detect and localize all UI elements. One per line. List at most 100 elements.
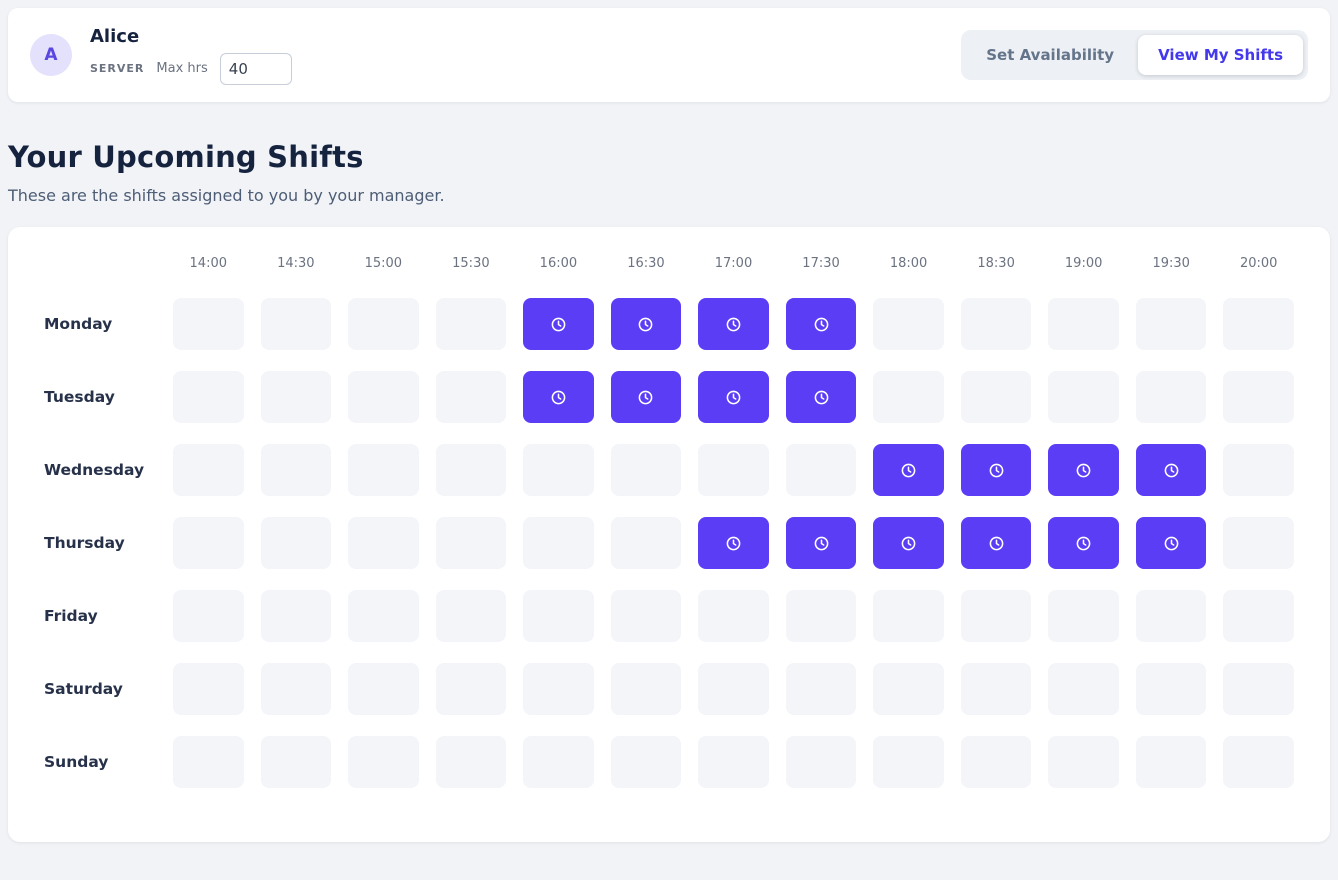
empty-cell (698, 590, 769, 642)
shift-cell (785, 298, 857, 350)
empty-cell (1223, 517, 1294, 569)
employee-name: Alice (90, 25, 140, 47)
empty-cell (1048, 298, 1119, 350)
empty-cell (523, 517, 594, 569)
view-my-shifts-button[interactable]: View My Shifts (1138, 35, 1303, 75)
empty-cell (348, 371, 419, 423)
empty-cell (260, 590, 332, 642)
grid-corner (44, 255, 156, 277)
avatar-letter: A (44, 45, 58, 65)
empty-cell (173, 517, 244, 569)
employee-details: Alice SERVER Max hrs (90, 26, 292, 85)
time-label: 17:00 (714, 255, 753, 271)
clock-icon (1164, 463, 1179, 477)
time-label: 19:30 (1152, 255, 1190, 271)
time-label: 18:30 (977, 255, 1015, 271)
empty-cell (435, 371, 507, 423)
clock-icon (989, 463, 1003, 477)
empty-cell (1048, 736, 1119, 788)
schedule-grid: 14:00 14:30 15:00 15:30 16:00 16:30 17:00 17:30… (44, 255, 1294, 788)
empty-cell (260, 663, 332, 715)
empty-cell (960, 371, 1032, 423)
shift-cell (785, 371, 857, 423)
day-label: Tuesday (44, 388, 115, 406)
page-subtitle: These are the shifts assigned to you by … (8, 186, 445, 205)
empty-cell (873, 736, 944, 788)
empty-cell (1135, 663, 1207, 715)
time-label: 14:00 (189, 255, 227, 271)
empty-cell (610, 444, 682, 496)
shift-cell (785, 517, 857, 569)
empty-cell (1135, 590, 1207, 642)
clock-icon (726, 390, 741, 404)
empty-cell (960, 590, 1032, 642)
shift-cell (960, 444, 1032, 496)
empty-cell (173, 736, 244, 788)
empty-cell (873, 371, 944, 423)
max-hrs-label: Max hrs (156, 61, 208, 76)
empty-cell (698, 444, 769, 496)
shift-cell (1135, 517, 1207, 569)
max-hrs-input[interactable] (219, 52, 292, 85)
empty-cell (1223, 371, 1294, 423)
empty-cell (435, 298, 507, 350)
empty-cell (873, 663, 944, 715)
empty-cell (260, 298, 332, 350)
shift-cell (1135, 444, 1207, 496)
empty-cell (960, 736, 1032, 788)
empty-cell (435, 590, 507, 642)
empty-cell (1223, 663, 1294, 715)
clock-icon (814, 317, 828, 331)
day-label: Sunday (44, 753, 109, 771)
clock-icon (1076, 463, 1091, 477)
empty-cell (698, 736, 769, 788)
avatar: A (30, 34, 72, 76)
employee-role: SERVER (90, 62, 145, 75)
empty-cell (1048, 590, 1119, 642)
empty-cell (523, 444, 594, 496)
shift-cell (873, 517, 944, 569)
clock-icon (989, 536, 1003, 550)
day-label: Wednesday (44, 461, 145, 479)
empty-cell (1048, 371, 1119, 423)
empty-cell (435, 517, 507, 569)
view-toggle: Set Availability View My Shifts (961, 30, 1308, 80)
shift-cell (610, 371, 682, 423)
clock-icon (901, 536, 916, 550)
clock-icon (814, 390, 828, 404)
page-head: Your Upcoming Shifts These are the shift… (0, 110, 1338, 205)
empty-cell (260, 444, 332, 496)
empty-cell (1135, 736, 1207, 788)
empty-cell (260, 736, 332, 788)
empty-cell (1223, 590, 1294, 642)
clock-icon (639, 390, 653, 404)
empty-cell (873, 298, 944, 350)
time-label: 17:30 (802, 255, 840, 271)
empty-cell (523, 590, 594, 642)
empty-cell (610, 736, 682, 788)
empty-cell (1135, 371, 1207, 423)
page-title: Your Upcoming Shifts (8, 140, 364, 174)
empty-cell (1223, 298, 1294, 350)
empty-cell (1135, 298, 1207, 350)
clock-icon (551, 390, 566, 404)
clock-icon (726, 317, 741, 331)
shift-cell (523, 298, 594, 350)
clock-icon (814, 536, 828, 550)
empty-cell (873, 590, 944, 642)
empty-cell (435, 663, 507, 715)
day-label: Friday (44, 607, 98, 625)
clock-icon (639, 317, 653, 331)
day-label: Thursday (44, 534, 125, 552)
empty-cell (173, 590, 244, 642)
empty-cell (610, 517, 682, 569)
empty-cell (260, 517, 332, 569)
set-availability-button[interactable]: Set Availability (966, 35, 1134, 75)
empty-cell (523, 663, 594, 715)
shift-cell (698, 371, 769, 423)
shift-cell (523, 371, 594, 423)
day-label: Saturday (44, 680, 123, 698)
empty-cell (173, 371, 244, 423)
empty-cell (435, 444, 507, 496)
day-label: Monday (44, 315, 113, 333)
